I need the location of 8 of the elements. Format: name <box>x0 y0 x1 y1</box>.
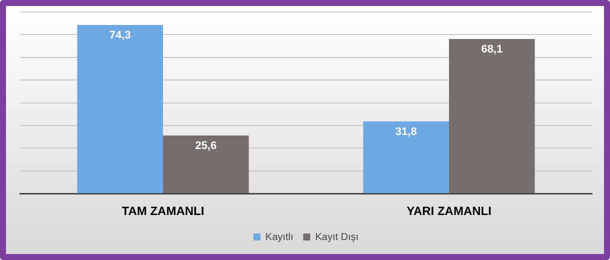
legend-label: Kayıtlı <box>265 232 294 243</box>
data-label: 31,8 <box>395 126 417 138</box>
legend-label: Kayıt Dışı <box>315 232 359 243</box>
x-tick-label: YARI ZAMANLI <box>406 204 492 218</box>
data-label: 68,1 <box>481 44 503 56</box>
data-label: 25,6 <box>195 140 217 152</box>
data-label: 74,3 <box>109 29 131 42</box>
x-tick-label: TAM ZAMANLI <box>122 204 204 218</box>
